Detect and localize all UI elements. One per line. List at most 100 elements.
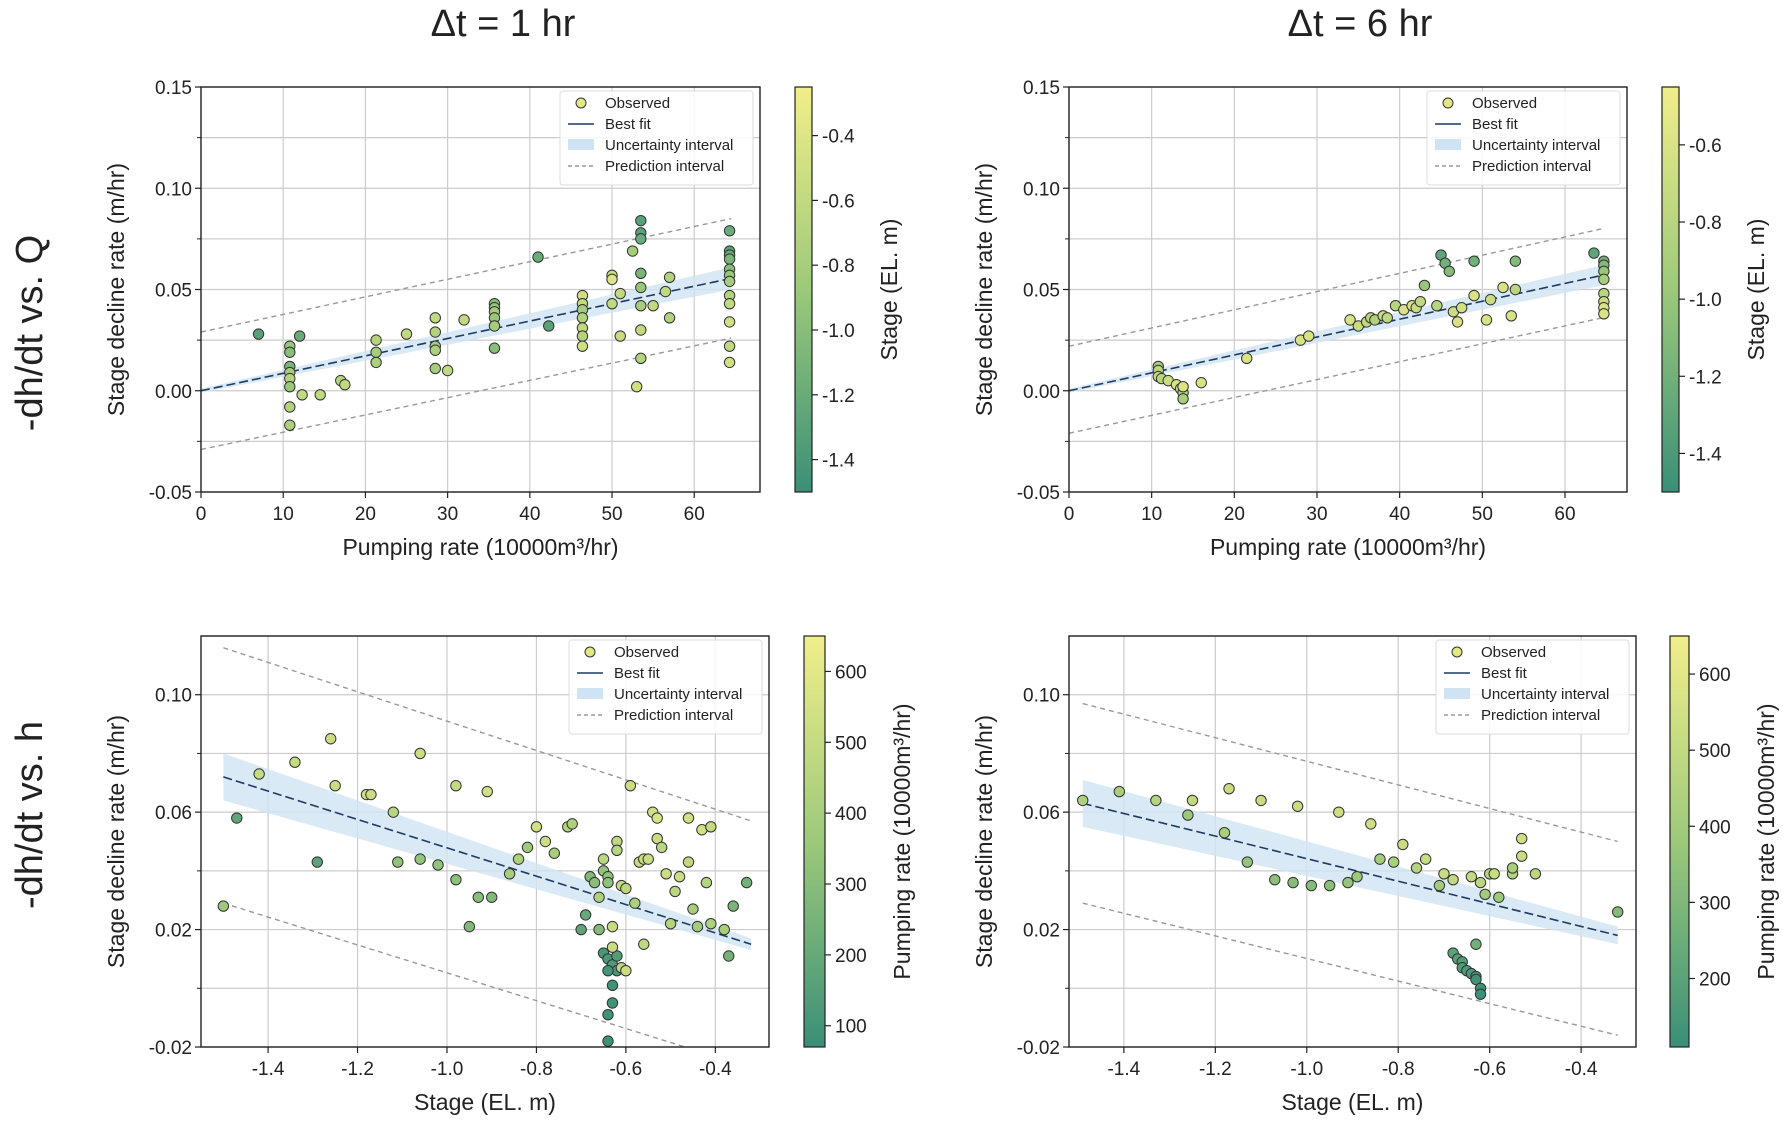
data-point bbox=[1113, 785, 1125, 798]
y-axis-label: Stage decline rate (m/hr) bbox=[971, 715, 997, 968]
legend-observed-marker bbox=[1451, 646, 1463, 658]
x-tick-label: -0.4 bbox=[1565, 1059, 1598, 1080]
colorbar: -1.4 -1.2 -1.0 -0.8 -0.6 Stage (EL. m) bbox=[1661, 86, 1769, 493]
y-axis-label: Stage decline rate (m/hr) bbox=[971, 163, 997, 416]
data-point bbox=[635, 267, 647, 279]
legend-uncertainty-swatch bbox=[1444, 688, 1470, 699]
data-point bbox=[1529, 868, 1542, 880]
data-point bbox=[481, 785, 493, 798]
data-point bbox=[1515, 832, 1528, 845]
data-point bbox=[1515, 850, 1528, 862]
data-point bbox=[1374, 853, 1386, 865]
data-point bbox=[1612, 906, 1624, 918]
x-tick-label: -1.4 bbox=[1107, 1059, 1140, 1080]
y-axis-label: Stage decline rate (m/hr) bbox=[103, 715, 129, 968]
x-axis-label: Stage (EL. m) bbox=[414, 1089, 556, 1115]
legend-label: Best fit bbox=[1472, 116, 1519, 133]
legend-label: Uncertainty interval bbox=[614, 686, 742, 703]
data-point bbox=[1443, 265, 1455, 277]
uncertainty-band bbox=[1082, 779, 1618, 945]
data-point bbox=[543, 320, 555, 332]
data-point bbox=[1497, 281, 1509, 294]
data-point bbox=[1150, 794, 1162, 807]
data-point bbox=[1509, 255, 1522, 267]
data-point bbox=[606, 997, 619, 1009]
data-point bbox=[651, 832, 663, 845]
row-title-1: -dh/dt vs. Q bbox=[9, 235, 51, 431]
y-tick-label: 0.10 bbox=[1023, 686, 1060, 707]
colorbar: -1.4 -1.2 -1.0 -0.8 -0.6 -0.4 Stage (EL. m) bbox=[794, 86, 902, 493]
x-tick-label: 0 bbox=[1064, 504, 1075, 525]
x-tick-label: 0 bbox=[196, 504, 207, 525]
data-point bbox=[370, 334, 382, 346]
colorbar-tick-label: 300 bbox=[835, 875, 867, 896]
data-point bbox=[296, 389, 308, 401]
legend-label: Prediction interval bbox=[1481, 707, 1600, 724]
data-point bbox=[1077, 794, 1089, 807]
data-point bbox=[727, 900, 739, 912]
data-point bbox=[624, 780, 637, 792]
x-tick-label: 60 bbox=[684, 504, 705, 525]
data-point bbox=[602, 1035, 614, 1047]
data-point bbox=[429, 362, 441, 375]
data-point bbox=[217, 900, 230, 912]
x-tick-label: -1.2 bbox=[341, 1059, 374, 1080]
chart-panel-3: -1.4 -1.2 -1.0 -0.8 -0.6 -0.4 -0.02 0.02 0.06 0.1… bbox=[103, 635, 915, 1115]
data-point bbox=[642, 853, 654, 865]
data-point bbox=[638, 938, 650, 950]
data-point bbox=[1455, 302, 1468, 314]
legend-label: Observed bbox=[1472, 95, 1537, 112]
data-point bbox=[1484, 293, 1497, 306]
x-tick-label: 60 bbox=[1554, 504, 1575, 525]
colorbar-tick-label: 100 bbox=[835, 1017, 867, 1038]
data-point bbox=[1493, 891, 1505, 903]
x-tick-label: 10 bbox=[1141, 504, 1162, 525]
y-axis-label: Stage decline rate (m/hr) bbox=[103, 163, 129, 416]
colorbar: 200 300 400 500 600 Pumping rate (10000m³/hr) bbox=[1669, 635, 1779, 1048]
data-point bbox=[284, 381, 296, 393]
y-tick-label: -0.02 bbox=[1017, 1038, 1060, 1059]
data-point bbox=[687, 903, 699, 915]
data-point bbox=[1419, 853, 1432, 865]
data-point bbox=[1447, 873, 1459, 886]
colorbar-tick-label: -1.0 bbox=[822, 321, 855, 342]
data-point bbox=[458, 314, 470, 326]
data-point bbox=[626, 245, 639, 257]
data-point bbox=[311, 856, 323, 868]
data-point bbox=[1241, 352, 1253, 365]
data-point bbox=[723, 253, 736, 265]
data-point bbox=[1479, 888, 1491, 901]
colorbar-label: Stage (EL. m) bbox=[1743, 219, 1769, 361]
data-point bbox=[606, 273, 618, 286]
data-point bbox=[1598, 273, 1610, 286]
data-point bbox=[429, 326, 441, 338]
data-point bbox=[329, 780, 341, 792]
y-tick-label: 0.10 bbox=[155, 686, 192, 707]
colorbar-tick-label: 600 bbox=[1699, 665, 1731, 686]
data-point bbox=[647, 300, 659, 312]
data-point bbox=[530, 821, 543, 833]
data-point bbox=[723, 356, 736, 369]
data-point bbox=[314, 389, 326, 401]
data-point bbox=[614, 330, 626, 342]
x-tick-label: -0.8 bbox=[1382, 1059, 1415, 1080]
x-tick-label: -1.0 bbox=[431, 1059, 464, 1080]
data-point bbox=[1465, 871, 1478, 883]
data-point bbox=[588, 876, 601, 889]
data-point bbox=[606, 920, 619, 933]
data-point bbox=[488, 342, 501, 354]
x-axis-label: Pumping rate (10000m³/hr) bbox=[1210, 534, 1486, 560]
legend-label: Observed bbox=[1481, 644, 1546, 661]
legend-observed-marker bbox=[575, 97, 587, 109]
data-point bbox=[606, 297, 618, 310]
row-title-2: -dh/dt vs. h bbox=[9, 721, 51, 909]
best-fit-line bbox=[223, 776, 752, 946]
best-fit-line bbox=[1082, 802, 1618, 937]
colorbar-tick-label: 300 bbox=[1699, 893, 1731, 914]
x-tick-label: 30 bbox=[437, 504, 458, 525]
data-point bbox=[1438, 868, 1450, 880]
data-point bbox=[392, 856, 404, 868]
data-point bbox=[740, 876, 753, 889]
data-point bbox=[664, 918, 677, 930]
prediction-lower-line bbox=[223, 902, 688, 1047]
